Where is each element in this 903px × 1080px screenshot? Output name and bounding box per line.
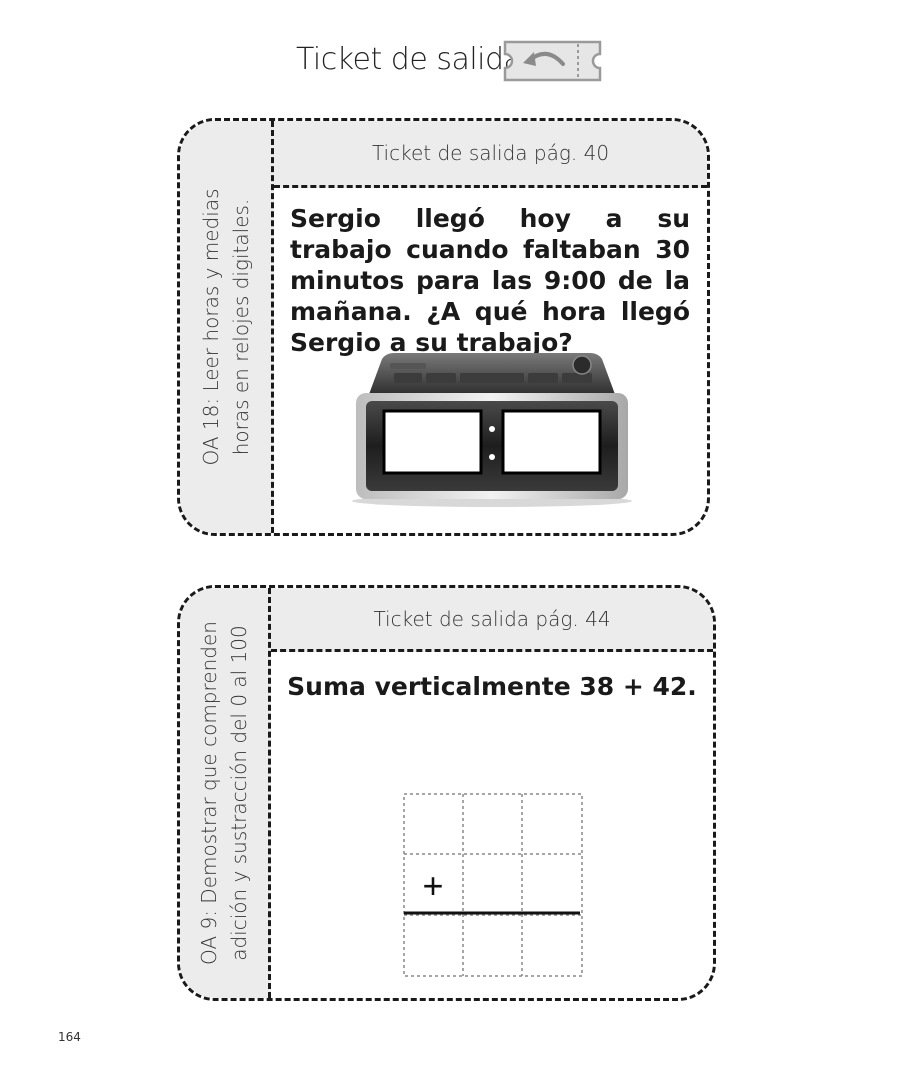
ticket-arrow-icon [503, 40, 602, 82]
question-text: Sergio llegó hoy a su trabajo cuando fal… [290, 204, 690, 357]
objective-line-2: adición y sustracción del 0 al 100 [227, 625, 251, 961]
addition-grid: + [403, 793, 583, 977]
objective-panel: OA 18: Leer horas y medias horas en relo… [180, 121, 274, 533]
exit-ticket-card-2: OA 9: Demostrar que comprenden adición y… [177, 585, 716, 1001]
page-number: 164 [58, 1030, 81, 1044]
objective-label: OA 9: Demostrar que comprenden adición y… [194, 621, 254, 965]
objective-line-1: OA 9: Demostrar que comprenden [197, 621, 221, 965]
objective-line-1: OA 18: Leer horas y medias [198, 188, 223, 466]
question-text: Suma verticalmente 38 + 42. [287, 672, 697, 701]
exit-ticket-card-1: OA 18: Leer horas y medias horas en relo… [177, 118, 710, 536]
ticket-page-label: Ticket de salida pág. 40 [274, 121, 707, 188]
ticket-page-label: Ticket de salida pág. 44 [271, 588, 713, 652]
plus-sign: + [422, 865, 443, 906]
objective-label: OA 18: Leer horas y medias horas en relo… [196, 188, 256, 465]
objective-panel: OA 9: Demostrar que comprenden adición y… [180, 588, 271, 998]
digital-clock-icon [352, 353, 632, 507]
page-header: Ticket de salida [0, 38, 903, 88]
page-title: Ticket de salida [296, 42, 522, 77]
objective-line-2: horas en relojes digitales. [228, 198, 253, 456]
